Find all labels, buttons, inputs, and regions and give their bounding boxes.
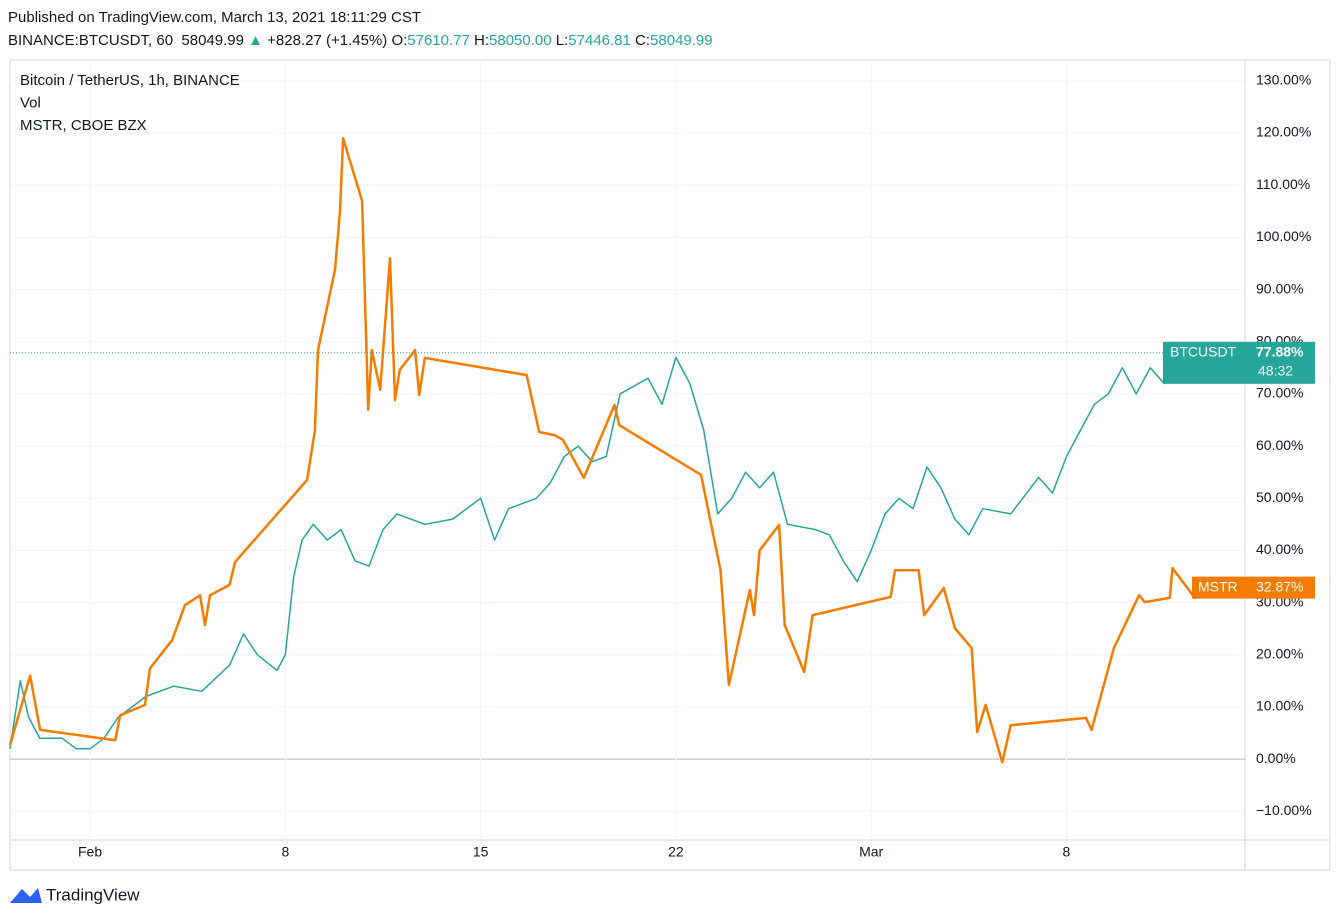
- y-tick-label: 80.00%: [1256, 332, 1303, 348]
- y-tick-label: 70.00%: [1256, 385, 1303, 401]
- close-label: C:: [635, 32, 651, 49]
- legend-entry: Bitcoin / TetherUS, 1h, BINANCE: [20, 72, 240, 89]
- high: 58050.00: [489, 32, 552, 49]
- header: Published on TradingView.com, March 13, …: [8, 6, 713, 52]
- x-tick-label: 8: [281, 844, 289, 860]
- series-line: [8, 137, 1218, 764]
- high-label: H:: [474, 32, 490, 49]
- x-tick-label: 8: [1063, 844, 1071, 860]
- y-tick-label: 0.00%: [1256, 750, 1296, 766]
- x-tick-label: 15: [473, 844, 489, 860]
- y-tick-label: 90.00%: [1256, 280, 1303, 296]
- price-tag: [1163, 341, 1315, 384]
- x-tick-label: Mar: [859, 844, 883, 860]
- low-label: L:: [555, 32, 569, 49]
- legend-entry: MSTR, CBOE BZX: [20, 117, 147, 134]
- y-tick-label: 110.00%: [1256, 176, 1310, 192]
- series-line: [9, 352, 1218, 750]
- y-tick-label: 10.00%: [1256, 698, 1303, 714]
- tag-name: BTCUSDT: [1170, 344, 1237, 360]
- x-tick-label: Feb: [78, 844, 102, 860]
- quote-line: BINANCE:BTCUSDT, 60 58049.99 ▲ +828.27 (…: [8, 29, 713, 52]
- y-tick-label: 50.00%: [1256, 489, 1303, 505]
- y-tick-label: 100.00%: [1256, 228, 1311, 244]
- published: Published on TradingView.com, March 13, …: [8, 9, 422, 26]
- y-tick-label: −10.00%: [1256, 802, 1312, 818]
- y-tick-label: 60.00%: [1256, 437, 1303, 453]
- tag-name: MSTR: [1198, 578, 1238, 594]
- close: 58049.99: [650, 32, 713, 49]
- arrow: ▲: [248, 32, 263, 49]
- frame: [9, 59, 1331, 871]
- low: 57446.81: [568, 32, 631, 49]
- open-label: O:: [391, 32, 408, 49]
- price-tag: [1192, 576, 1315, 599]
- x-tick-label: 22: [668, 844, 684, 860]
- brand: TradingView: [46, 885, 140, 904]
- y-tick-label: 120.00%: [1256, 124, 1311, 140]
- legend-entry: Vol: [20, 94, 41, 111]
- tag-value: 77.88%: [1256, 344, 1304, 360]
- last-price: 58049.99: [181, 32, 244, 49]
- logo: [10, 888, 42, 903]
- symbol: BINANCE:BTCUSDT, 60: [8, 32, 174, 49]
- change: +828.27 (+1.45%): [267, 32, 388, 49]
- tag-value: 32.87%: [1256, 578, 1303, 594]
- y-tick-label: 20.00%: [1256, 645, 1303, 661]
- y-tick-label: 130.00%: [1256, 72, 1311, 88]
- y-tick-label: 30.00%: [1256, 593, 1303, 609]
- open: 57610.77: [407, 32, 470, 49]
- tag-countdown: 48:32: [1258, 363, 1293, 379]
- y-tick-label: 40.00%: [1256, 541, 1303, 557]
